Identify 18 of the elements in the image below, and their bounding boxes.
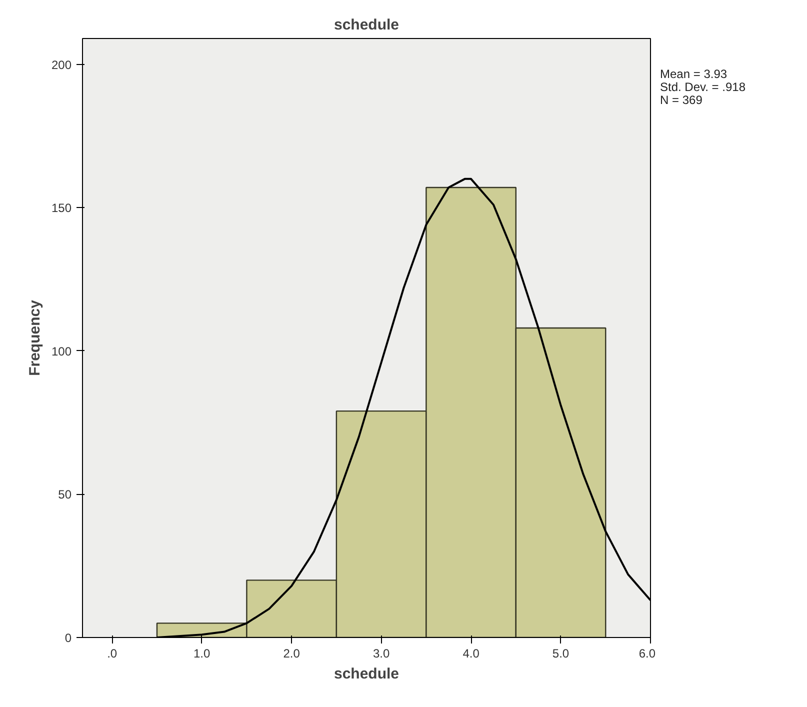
text: Mean = 3.93 bbox=[660, 67, 728, 81]
x-tick-label: 3.0 bbox=[372, 646, 390, 660]
y-tick-label: 150 bbox=[51, 201, 72, 216]
x-tick-label: 2.0 bbox=[283, 646, 300, 660]
y-axis-title: Frequency bbox=[26, 299, 44, 376]
x-tick-label: 1.0 bbox=[194, 646, 211, 660]
chart-title: schedule bbox=[334, 16, 400, 34]
x-tick-label: 5.0 bbox=[552, 646, 570, 660]
x-tick-label: .0 bbox=[107, 646, 118, 660]
y-tick-label: 100 bbox=[51, 344, 72, 358]
y-tick-label: 50 bbox=[58, 488, 72, 502]
text: Std. Dev. = .918 bbox=[660, 80, 746, 94]
x-tick-label: 4.0 bbox=[462, 646, 480, 660]
y-tick-label: 0 bbox=[64, 631, 72, 645]
text: N = 369 bbox=[660, 93, 702, 107]
x-axis-title: schedule bbox=[334, 666, 400, 682]
y-tick-label: 200 bbox=[51, 58, 72, 72]
x-tick-label: 6.0 bbox=[638, 646, 656, 660]
